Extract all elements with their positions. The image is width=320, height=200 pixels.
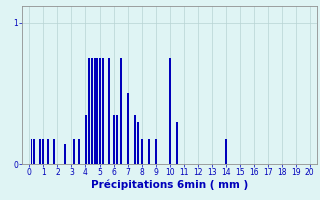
Bar — [225, 139, 227, 164]
Bar — [88, 58, 90, 164]
Bar — [94, 58, 96, 164]
Bar — [141, 139, 143, 164]
Bar — [108, 58, 109, 164]
Bar — [39, 139, 41, 164]
Bar — [64, 144, 66, 164]
Bar — [96, 58, 98, 164]
Bar — [155, 139, 157, 164]
Bar — [78, 139, 80, 164]
Bar — [176, 122, 178, 164]
Bar — [148, 139, 150, 164]
Bar — [33, 139, 35, 164]
Bar — [134, 115, 136, 164]
Bar — [42, 139, 44, 164]
Bar — [120, 58, 122, 164]
Bar — [127, 93, 129, 164]
Bar — [30, 139, 33, 164]
Bar — [47, 139, 49, 164]
X-axis label: Précipitations 6min ( mm ): Précipitations 6min ( mm ) — [91, 180, 248, 190]
Bar — [113, 115, 115, 164]
Bar — [85, 115, 87, 164]
Bar — [53, 139, 55, 164]
Bar — [137, 122, 139, 164]
Bar — [91, 58, 93, 164]
Bar — [116, 115, 118, 164]
Bar — [102, 58, 104, 164]
Bar — [73, 139, 75, 164]
Bar — [99, 58, 101, 164]
Bar — [169, 58, 171, 164]
